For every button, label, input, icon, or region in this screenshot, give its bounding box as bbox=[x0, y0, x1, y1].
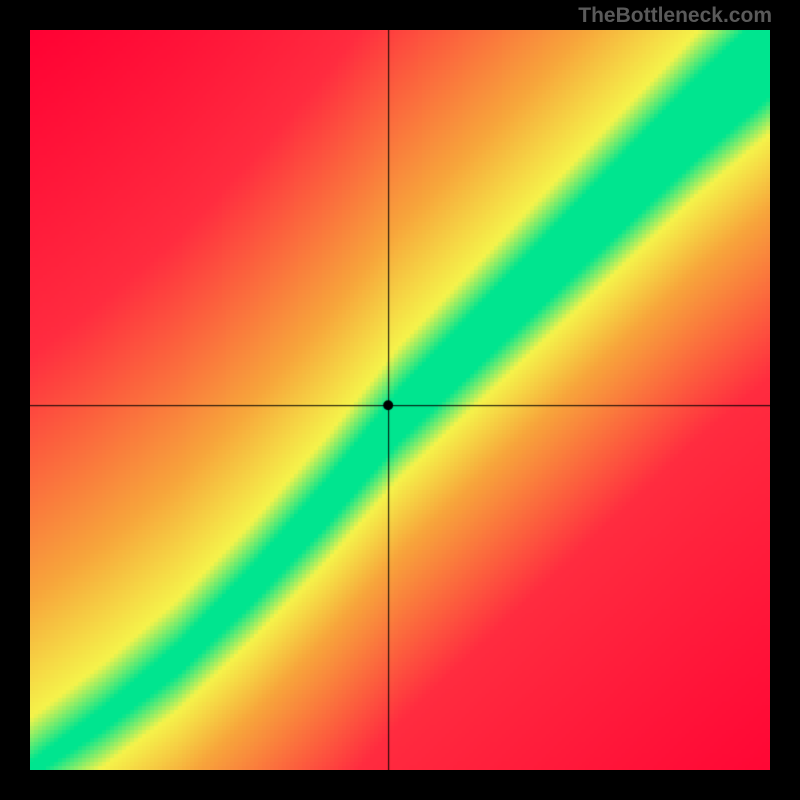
watermark-text: TheBottleneck.com bbox=[578, 4, 772, 28]
heatmap-plot bbox=[30, 30, 770, 770]
heatmap-canvas bbox=[30, 30, 770, 770]
